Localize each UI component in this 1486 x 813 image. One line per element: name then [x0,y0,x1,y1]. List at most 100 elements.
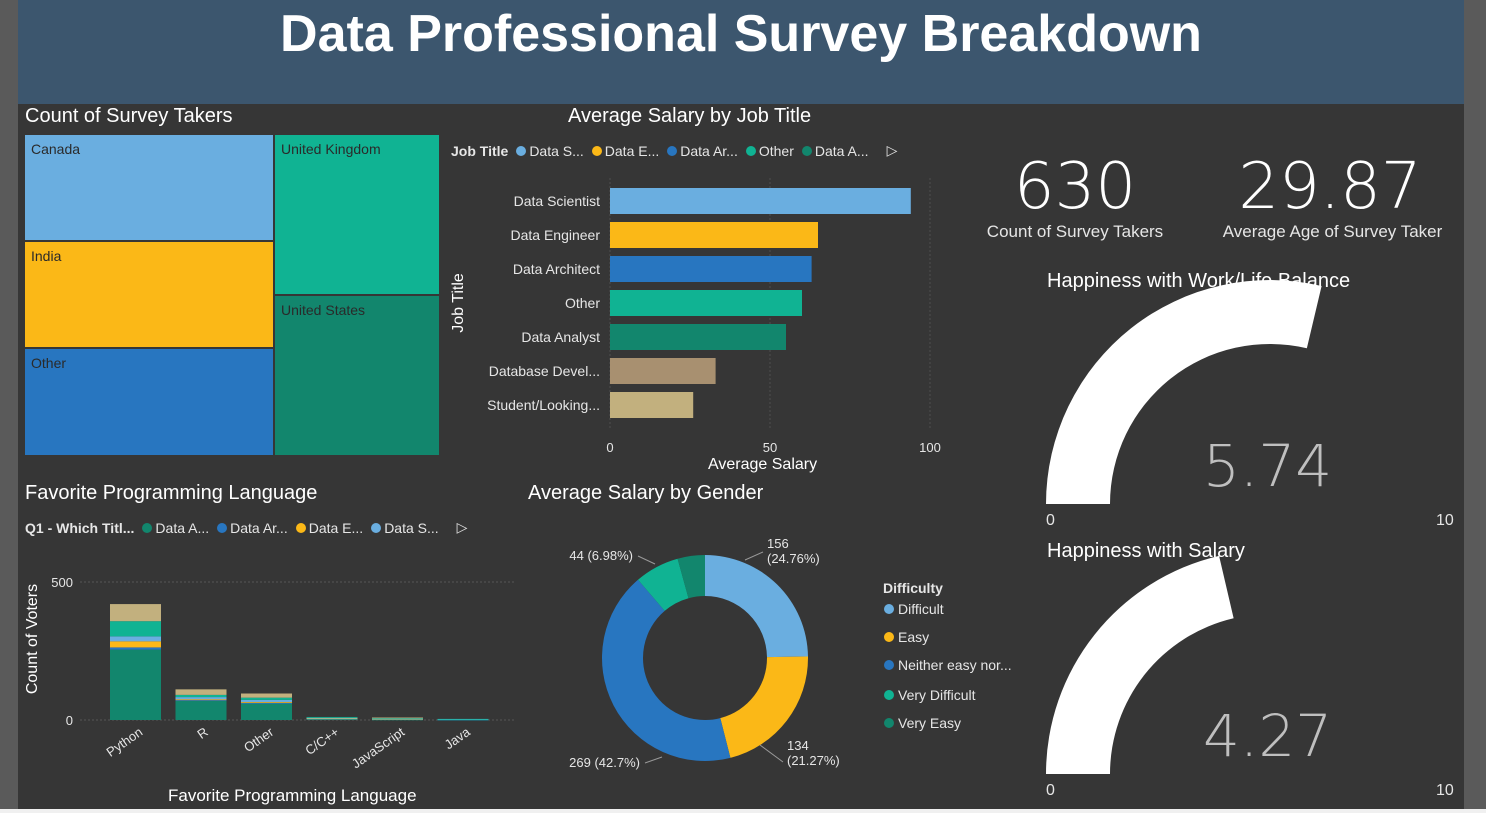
donut-slice[interactable] [638,558,689,611]
fav-lang-bar-segment[interactable] [306,717,358,719]
fav-lang-bar-segment[interactable] [372,717,423,719]
job-salary-bar[interactable] [610,222,818,248]
job-salary-bar[interactable] [610,324,786,350]
legend-item-difficult[interactable]: Difficult [884,601,944,617]
donut-slice[interactable] [720,656,808,758]
legend-item[interactable]: Data E... [591,143,659,159]
job-category-label: Database Devel... [489,363,600,379]
fav-lang-bar-segment[interactable] [175,700,227,720]
legend-title: Q1 - Which Titl... [25,519,135,536]
legend-label: Easy [898,629,930,645]
fav-lang-x-tick-label: JavaScript [349,724,408,771]
fav-lang-bar-segment[interactable] [241,693,292,698]
legend-next-arrow-icon[interactable]: ▷ [886,142,898,158]
legend-next-arrow-icon[interactable]: ▷ [456,519,468,535]
fav-lang-bar-segment[interactable] [241,697,292,700]
gauge-worklife-min: 0 [1046,512,1055,529]
legend-label: Data S... [384,519,439,536]
fav-lang-bar-segment[interactable] [241,703,292,720]
gauge-salary-value: 4.27 [1203,702,1333,770]
fav-lang-title: Favorite Programming Language [25,482,318,504]
fav-lang-bar-segment[interactable] [306,716,358,718]
fav-lang-x-tick-label: Other [241,724,277,755]
fav-lang-bar-segment[interactable] [372,719,423,721]
legend-item-neither[interactable]: Neither easy nor... [884,657,1012,673]
donut-data-label: 134 [787,738,809,753]
difficulty-legend-title: Difficulty [883,580,943,596]
legend-item[interactable]: Data S... [371,519,439,536]
gauge-salary-arc[interactable] [1046,555,1234,774]
legend-item[interactable]: Data Ar... [667,143,738,159]
gauge-worklife-arc[interactable] [1046,280,1322,504]
fav-lang-bar-segment[interactable] [110,647,161,650]
fav-lang-legend: Q1 - Which Titl... Data A... Data Ar... … [25,519,467,536]
salary-by-job-title: Average Salary by Job Title [568,105,812,127]
legend-dot [884,718,894,728]
donut-slice[interactable] [677,555,705,599]
legend-label: Data Ar... [680,142,738,159]
legend-item[interactable]: Other [745,143,794,159]
legend-label: Data E... [308,519,364,536]
fav-lang-bar-segment[interactable] [110,649,161,720]
fav-lang-bar-segment[interactable] [110,621,161,637]
fav-lang-bar-segment[interactable] [175,700,227,701]
fav-lang-bar-segment[interactable] [175,697,227,700]
donut-leader-line [744,551,764,561]
job-salary-bar[interactable] [610,358,716,384]
donut-data-label: (24.76%) [767,551,820,566]
legend-label: Very Easy [898,715,962,731]
treemap-tile-label: United States [281,302,366,318]
fav-lang-bar-segment[interactable] [110,636,161,642]
legend-item[interactable]: Data A... [801,143,869,159]
legend-item-very-difficult[interactable]: Very Difficult [884,687,976,703]
legend-item[interactable]: Data S... [516,143,584,159]
fav-lang-bar-segment[interactable] [175,689,227,695]
fav-lang-bar-segment[interactable] [241,702,292,703]
legend-item[interactable]: Data Ar... [217,520,288,536]
fav-lang-bar-segment[interactable] [241,699,292,703]
fav-lang-bar-segment[interactable] [241,702,292,704]
legend-label: Very Difficult [898,687,976,703]
job-category-label: Data Analyst [521,329,600,345]
fav-lang-bar-segment[interactable] [110,641,161,648]
legend-item[interactable]: Data A... [142,520,209,536]
fav-lang-bar-segment[interactable] [437,718,489,720]
treemap-tile-other[interactable]: Other [24,348,274,456]
treemap-tile-canada[interactable]: Canada [24,134,274,241]
fav-lang-bar-segment[interactable] [110,604,161,622]
job-salary-bar[interactable] [610,256,812,282]
job-salary-bar[interactable] [610,392,694,418]
fav-lang-x-tick-label: Java [442,724,474,752]
fav-lang-y-tick-label: 0 [66,713,73,728]
fav-lang-bar-segment[interactable] [372,718,423,720]
legend-item-easy[interactable]: Easy [884,629,929,645]
donut-slice[interactable] [705,555,808,658]
treemap-tile-united-states[interactable]: United States [274,295,440,456]
job-salary-bar[interactable] [610,188,911,214]
donut-data-label: 44 (6.98%) [569,548,633,563]
legend-dot [516,145,527,156]
job-x-axis-title: Average Salary [708,456,818,473]
job-category-label: Student/Looking... [487,397,600,413]
fav-lang-bar-segment[interactable] [372,718,423,719]
salary-by-gender-title: Average Salary by Gender [528,482,764,504]
legend-item-very-easy[interactable]: Very Easy [884,715,961,731]
donut-slice[interactable] [602,579,731,761]
fav-lang-bar-segment[interactable] [306,718,358,720]
fav-lang-bar-segment[interactable] [175,694,227,698]
fav-lang-bar-segment[interactable] [175,699,227,701]
legend-item[interactable]: Data E... [295,519,364,536]
legend-title: Job Title [451,142,509,159]
treemap-tile-united-kingdom[interactable]: United Kingdom [274,134,440,295]
legend-dot [884,632,894,642]
job-salary-bar[interactable] [610,290,802,316]
kpi-count-label: Count of Survey Takers [986,222,1164,241]
fav-lang-bar-segment[interactable] [306,718,358,720]
kpi-age-value: 29.87 [1238,150,1422,224]
treemap-tile-label: India [31,248,62,264]
treemap-tile-india[interactable]: India [24,241,274,348]
donut-leader-line [637,555,656,565]
legend-label: Neither easy nor... [898,657,1012,673]
job-category-label: Data Architect [513,261,600,277]
